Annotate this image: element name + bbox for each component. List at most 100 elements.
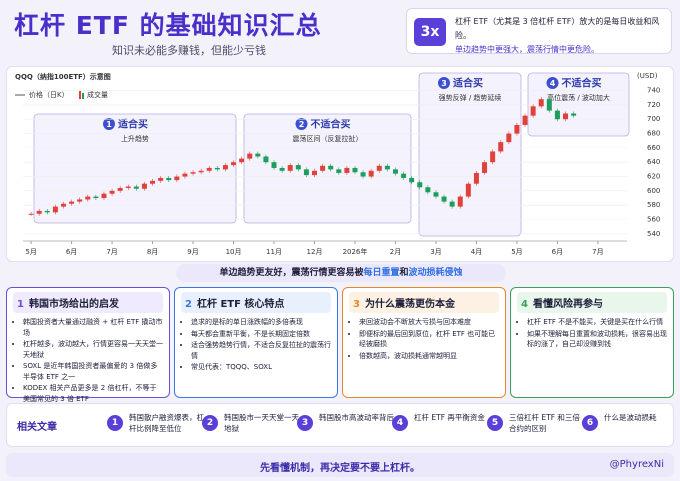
candle — [522, 115, 528, 125]
candle — [141, 183, 147, 189]
candle — [255, 153, 261, 157]
axis-unit: (USD) — [637, 72, 658, 80]
card: 4 看懂风险再参与杠杆 ETF 不是不能买，关键是买在什么行情如果不理解每日重置和… — [510, 287, 674, 398]
note-icon: 3x — [414, 18, 446, 46]
y-tick-label: 740 — [647, 87, 660, 95]
region-number: 4 — [550, 79, 556, 88]
candle — [247, 153, 253, 159]
candle — [409, 177, 415, 183]
card-bullet: KODEX 相关产品更多是 2 倍杠杆，不等于美国常见的 3 倍 ETF — [23, 383, 163, 404]
footer: 先看懂机制，再决定要不要上杠杆。 @PhyrexNi — [6, 453, 674, 477]
candle — [546, 99, 552, 111]
footer-handle: @PhyrexNi — [609, 459, 664, 470]
y-tick-label: 640 — [647, 158, 660, 166]
related-text: 杠杆 ETF 再平衡资金 — [414, 413, 485, 422]
candle — [417, 182, 423, 188]
candle — [352, 167, 358, 173]
candle — [336, 169, 342, 173]
related-text: 三倍杠杆 ETF 和三倍合约的区别 — [509, 413, 580, 433]
card-title: 看懂风险再参与 — [532, 299, 603, 310]
region-number: 1 — [106, 120, 112, 129]
candle — [441, 196, 447, 202]
card-bullet: 即便标的最后回到原位，杠杆 ETF 也可能已经被磨损 — [359, 329, 499, 350]
candle — [77, 199, 83, 202]
card-bullet: 如果不理解每日重置和波动损耗，很容易出现标的涨了，自己却没赚到钱 — [527, 329, 667, 350]
x-tick-label: 7月 — [592, 248, 603, 256]
candle — [530, 106, 536, 116]
subtitle: 知识未必能多赚钱，但能少亏钱 — [112, 44, 266, 57]
note-line: 单边趋势中更强大，震荡行情中更危险。 — [455, 45, 599, 54]
card-bullet: 常见代表：TQQQ、SOXL — [191, 362, 331, 373]
banner-highlight: 波动损耗侵蚀 — [408, 268, 463, 278]
candle — [295, 165, 301, 170]
y-tick-label: 720 — [647, 101, 660, 109]
candle — [554, 110, 560, 120]
candle — [498, 142, 504, 152]
candle — [490, 151, 496, 163]
card-header: 4 看懂风险再参与 — [517, 292, 667, 313]
card-list: 来回波动会不断放大亏损与回本难度即便标的最后回到原位，杠杆 ETF 也可能已经被… — [349, 317, 499, 361]
x-tick-label: 2月 — [390, 248, 401, 256]
card-number: 4 — [521, 299, 528, 310]
card-bullet: 韩国投资者大量通过融资 + 杠杆 ETF 撬动市场 — [23, 317, 163, 338]
y-tick-label: 660 — [647, 144, 660, 152]
candle — [392, 169, 398, 174]
chart-title: QQQ（纳指100ETF）示意图 — [15, 72, 111, 81]
related-text: 韩国散户融资爆表，杠杆比例降至低位 — [129, 413, 204, 433]
region-label: 不适合买 — [562, 77, 602, 90]
related-number: 1 — [107, 415, 123, 431]
candle — [368, 170, 374, 177]
card: 1 韩国市场给出的启发韩国投资者大量通过融资 + 杠杆 ETF 撬动市场杠杆越多，… — [6, 287, 170, 403]
note-line: 杠杆 ETF（尤其是 3 倍杠杆 ETF）放大的是每日收益和风险。 — [455, 17, 660, 40]
candle — [271, 162, 277, 168]
card-title: 韩国市场给出的启发 — [28, 299, 119, 310]
candle — [433, 192, 439, 197]
candle — [449, 201, 455, 207]
banner-highlight: 每日重置 — [363, 268, 400, 278]
region-number: 2 — [299, 120, 305, 129]
candle — [360, 172, 366, 177]
candle — [425, 187, 431, 193]
region-number: 3 — [441, 79, 447, 88]
candle — [239, 158, 245, 163]
related-item: 1 韩国散户融资爆表，杠杆比例降至低位 — [107, 412, 207, 434]
candle — [344, 167, 350, 173]
candle — [320, 165, 326, 171]
candle — [117, 187, 123, 191]
card-bullet: 来回波动会不断放大亏损与回本难度 — [359, 317, 499, 328]
region-box — [33, 113, 237, 224]
y-tick-label: 540 — [647, 230, 660, 238]
card: 3 为什么震荡更伤本金来回波动会不断放大亏损与回本难度即便标的最后回到原位，杠杆 … — [342, 287, 506, 398]
candle — [85, 196, 91, 200]
related-text: 韩国股市一天天堂一天地狱 — [224, 413, 299, 433]
region-note: 高位震荡 / 波动加大 — [547, 93, 610, 102]
candle — [401, 173, 407, 178]
region-label: 不适合买 — [311, 118, 351, 131]
candle — [198, 170, 204, 173]
card-header: 2 杠杆 ETF 核心特点 — [181, 292, 331, 313]
candle — [69, 201, 75, 204]
candle — [60, 203, 66, 207]
candle — [150, 180, 156, 184]
candle — [328, 165, 334, 170]
card-title: 为什么震荡更伤本金 — [364, 299, 455, 310]
related-item: 4 杠杆 ETF 再平衡资金 — [392, 412, 492, 431]
related-text: 韩国股市高波动率背后 — [319, 413, 394, 422]
page-title: 杠杆 ETF 的基础知识汇总 — [14, 11, 322, 40]
card-list: 追求的是标的单日涨跌幅的多倍表现每天都会重新平衡，不是长期固定倍数适合强势趋势行… — [181, 317, 331, 373]
candle — [206, 167, 212, 171]
region-box — [418, 72, 522, 237]
related-articles: 相关文章 1 韩国散户融资爆表，杠杆比例降至低位 2 韩国股市一天天堂一天地狱 3 韩国股… — [6, 403, 674, 447]
banner-text: 单边趋势更友好，震荡行情更容易被 — [219, 268, 364, 278]
y-tick-label: 700 — [647, 115, 660, 123]
x-tick-label: 2026年 — [343, 247, 368, 256]
card-bullet: 杠杆越多，波动越大，行情更容易一天天堂一天地狱 — [23, 339, 163, 360]
card-title: 杠杆 ETF 核心特点 — [196, 299, 285, 310]
related-text: 什么是波动损耗 — [604, 413, 657, 422]
card-bullet: 每天都会重新平衡，不是长期固定倍数 — [191, 329, 331, 340]
candle — [44, 210, 50, 213]
candle — [166, 177, 172, 181]
candle — [52, 206, 58, 213]
related-number: 4 — [392, 415, 408, 431]
